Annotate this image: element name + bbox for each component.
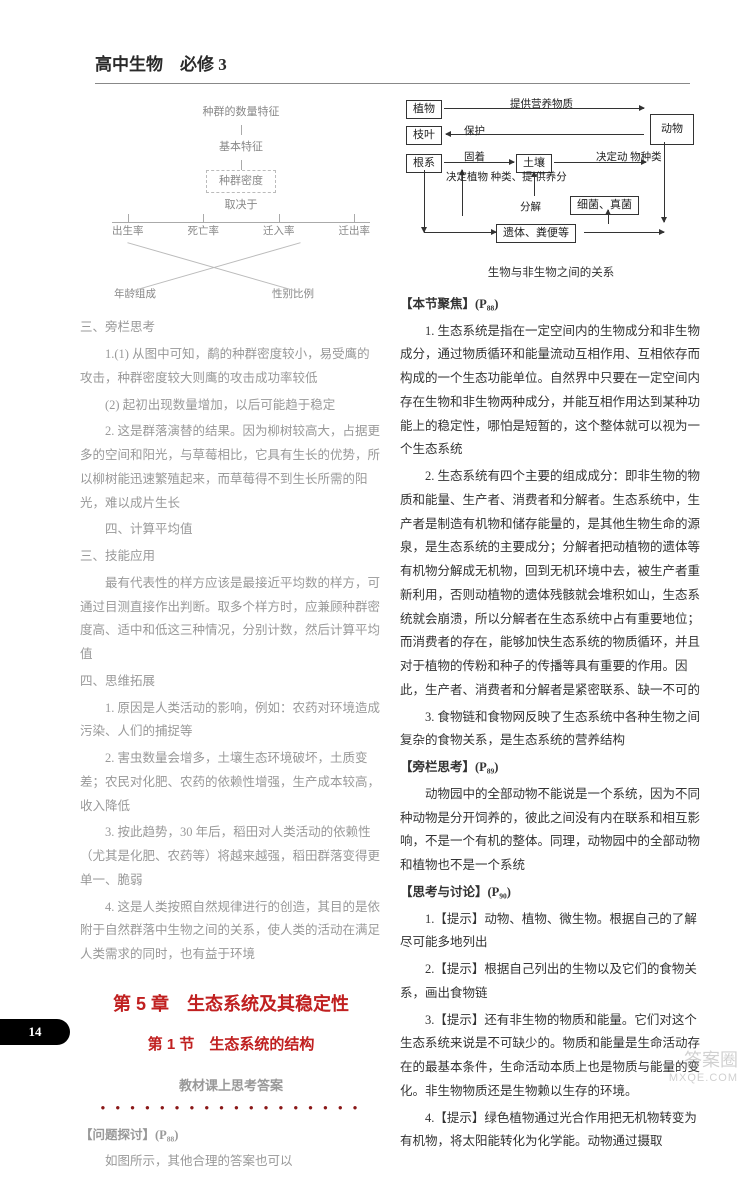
chapter-title: 第 5 章 生态系统及其稳定性	[80, 987, 382, 1021]
two-column-layout: 种群的数量特征 基本特征 种群密度 取决于 出生率 死亡率 迁入率 迁出率 年龄…	[0, 84, 750, 1187]
l-p7: 最有代表性的样方应该是最接近平均数的样方，可通过目测直接作出判断。取多个样方时，…	[80, 572, 382, 667]
lbl-protect: 保护	[464, 122, 485, 142]
tree-leaves: 出生率 死亡率 迁入率 迁出率	[112, 222, 370, 243]
tree-sub: 取决于	[100, 195, 382, 216]
arrow-remain-link	[584, 232, 664, 233]
tree-mid: 种群密度	[206, 170, 276, 193]
eco-caption: 生物与非生物之间的关系	[400, 263, 702, 285]
l-p2: 1.(1) 从图中可知，鹬的种群密度较小，易受鹰的攻击，种群密度较大则鹰的攻击成…	[80, 343, 382, 391]
focus-label: 【本节聚焦】(P₈₈)	[400, 293, 702, 317]
page-number-badge: 14	[0, 1019, 70, 1045]
bottom-2: 性别比例	[272, 285, 314, 305]
l-p9: 1. 原因是人类活动的影响，例如：农药对环境造成污染、人们的捕捉等	[80, 697, 382, 745]
r-t3: 3.【提示】还有非生物的物质和能量。它们对这个生态系统来说是不可缺少的。物质和能…	[400, 1009, 702, 1104]
lbl-det-animal: 决定动 物种类	[596, 152, 662, 164]
box-animal: 动物	[650, 114, 694, 145]
l-p12: 4. 这是人类按照自然规律进行的创造，其目的是依附于自然群落中生物之间的关系，使…	[80, 896, 382, 967]
cross-lines	[124, 249, 304, 285]
arrow-plant-remain-v	[424, 170, 425, 232]
watermark-line1: 答案圈	[684, 1050, 738, 1070]
question-text: 如图所示，其他合理的答案也可以	[80, 1150, 382, 1174]
dots-divider: ● ● ● ● ● ● ● ● ● ● ● ● ● ● ● ● ● ●	[80, 1100, 382, 1115]
tree-root: 种群的数量特征	[100, 102, 382, 123]
leaf-3: 迁入率	[263, 222, 295, 242]
arrow-animal-remain	[664, 142, 665, 222]
r-f1: 1. 生态系统是指在一定空间内的生物成分和非生物成分，通过物质循环和能量流动互相…	[400, 320, 702, 463]
r-t1: 1.【提示】动物、植物、微生物。根据自己的了解尽可能多地列出	[400, 908, 702, 956]
watermark: 答案圈 MXQE.COM	[669, 1050, 738, 1085]
r-t4: 4.【提示】绿色植物通过光合作用把无机物转变为有机物，将太阳能转化为化学能。动物…	[400, 1107, 702, 1155]
population-tree-diagram: 种群的数量特征 基本特征 种群密度 取决于 出生率 死亡率 迁入率 迁出率 年龄…	[100, 102, 382, 304]
watermark-line2: MXQE.COM	[669, 1072, 738, 1085]
arrow-plant-remain-h	[424, 232, 496, 233]
leaf-1: 出生率	[112, 222, 144, 242]
question-label: 【问题探讨】(P₈₈)	[80, 1124, 382, 1148]
page-header: 高中生物 必修 3	[0, 0, 750, 83]
l-p8: 四、思维拓展	[80, 670, 382, 694]
box-plant: 植物	[406, 100, 442, 119]
arrow-micro-remain	[608, 210, 609, 224]
lbl-det-plant: 决定植物 种类、提 供养分	[446, 172, 506, 184]
r-s1: 动物园中的全部动物不能说是一个系统，因为不同种动物是分开饲养的，彼此之间没有内在…	[400, 783, 702, 878]
think-label: 【思考与讨论】(P₉₀)	[400, 881, 702, 905]
l-p3: (2) 起初出现数量增加，以后可能趋于稳定	[80, 394, 382, 418]
l-p10: 2. 害虫数量会增多，土壤生态环境破坏，土质变差；农民对化肥、农药的依赖性增强，…	[80, 747, 382, 818]
leaf-2: 死亡率	[188, 222, 220, 242]
right-column: 植物 枝叶 根系 动物 土壤 细菌、真菌 遗体、粪便等 提供营养物质 保护 固着…	[400, 98, 702, 1177]
l-p4: 2. 这是群落演替的结果。因为柳树较高大，占据更多的空间和阳光，与草莓相比，它具…	[80, 420, 382, 515]
r-f2: 2. 生态系统有四个主要的组成成分：即非生物的物质和能量、生产者、消费者和分解者…	[400, 465, 702, 703]
ecosystem-diagram: 植物 枝叶 根系 动物 土壤 细菌、真菌 遗体、粪便等 提供营养物质 保护 固着…	[400, 98, 700, 253]
side-label: 【旁栏思考】(P₈₉)	[400, 756, 702, 780]
lbl-decomp: 分解	[520, 198, 541, 218]
l-p6: 三、技能应用	[80, 545, 382, 569]
left-column: 种群的数量特征 基本特征 种群密度 取决于 出生率 死亡率 迁入率 迁出率 年龄…	[80, 98, 382, 1177]
lbl-provide: 提供营养物质	[510, 95, 573, 115]
box-remain: 遗体、粪便等	[496, 224, 576, 243]
section-title: 第 1 节 生态系统的结构	[80, 1031, 382, 1060]
l-p11: 3. 按此趋势，30 年后，稻田对人类活动的依赖性（尤其是化肥、农药等）将越来越…	[80, 821, 382, 892]
r-f3: 3. 食物链和食物网反映了生态系统中各种生物之间复杂的食物关系，是生态系统的营养…	[400, 706, 702, 754]
r-t2: 2.【提示】根据自己列出的生物以及它们的食物关系，画出食物链	[400, 958, 702, 1006]
leaf-4: 迁出率	[339, 222, 371, 242]
bottom-1: 年龄组成	[114, 285, 156, 305]
arrow-decomp	[534, 172, 535, 196]
tree-note: 基本特征	[100, 137, 382, 158]
lbl-hold: 固着	[464, 148, 485, 168]
box-branch: 枝叶	[406, 126, 442, 145]
l-p5: 四、计算平均值	[80, 518, 382, 542]
l-p1: 三、旁栏思考	[80, 316, 382, 340]
